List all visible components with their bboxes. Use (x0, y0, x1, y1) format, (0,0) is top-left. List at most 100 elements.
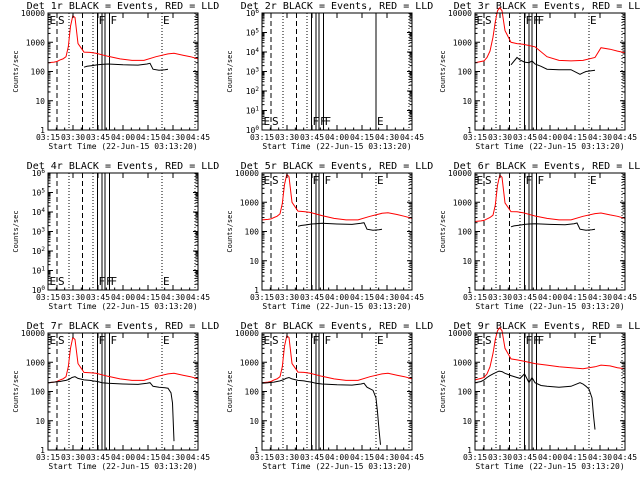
marker-annotation: F (313, 174, 320, 187)
x-tick-label: 03:30 (61, 293, 85, 302)
y-tick-label: 1 (40, 126, 45, 135)
chart-title: Det 7r BLACK = Events, RED = LLD (27, 321, 220, 332)
marker-annotation: E (590, 334, 597, 347)
marker-annotation: F (325, 174, 332, 187)
x-tick-label: 04:15 (350, 453, 374, 462)
x-axis-label: Start Time (22-Jun-15 03:13:20) (262, 142, 411, 151)
chart-panel-3: Det 3r BLACK = Events, RED = LLD 1 10 100 10… (439, 1, 640, 151)
x-tick-label: 04:00 (325, 293, 349, 302)
y-tick-label: 1000 (240, 358, 259, 367)
y-axis-label: Counts/sec (439, 370, 447, 412)
x-tick-label: 04:30 (375, 133, 399, 142)
lld-series-line (47, 14, 199, 64)
y-tick-label: 106 (246, 8, 260, 18)
marker-annotation: F (111, 275, 118, 288)
lld-series-line (474, 174, 626, 222)
events-series-line (297, 222, 383, 231)
x-tick-label: 04:45 (400, 293, 424, 302)
y-tick-label: 101 (32, 266, 46, 276)
y-tick-label: 10 (249, 257, 259, 266)
x-tick-label: 04:00 (538, 293, 562, 302)
marker-annotation: S (272, 115, 279, 128)
y-axis-label: Counts/sec (12, 370, 20, 412)
x-tick-label: 03:45 (513, 293, 537, 302)
y-tick-label: 10000 (448, 329, 472, 338)
chart-panel-8: Det 8r BLACK = Events, RED = LLD 1 10 100 10… (226, 321, 433, 471)
marker-annotation: E (263, 174, 270, 187)
marker-annotation: S (272, 334, 279, 347)
x-tick-label: 04:00 (325, 453, 349, 462)
marker-annotation: E (476, 334, 483, 347)
plot-frame (474, 332, 626, 451)
marker-annotation: F (325, 115, 332, 128)
x-tick-label: 04:45 (186, 133, 210, 142)
marker-annotation: F (106, 275, 113, 288)
x-tick-label: 04:30 (161, 453, 185, 462)
y-tick-label: 102 (246, 86, 260, 96)
y-tick-label: 100 (246, 125, 260, 135)
chart-panel-2: Det 2r BLACK = Events, RED = LLD 100 101 10… (226, 1, 433, 151)
marker-annotation: E (263, 115, 270, 128)
y-tick-label: 10000 (235, 329, 259, 338)
y-tick-label: 100 (245, 388, 260, 397)
x-tick-label: 04:45 (186, 293, 210, 302)
chart-panel-9: Det 9r BLACK = Events, RED = LLD 1 10 100 10… (439, 321, 640, 471)
y-tick-label: 100 (458, 68, 473, 77)
chart-title: Det 9r BLACK = Events, RED = LLD (454, 321, 640, 332)
y-tick-label: 1 (254, 446, 259, 455)
marker-annotation: E (590, 174, 597, 187)
x-tick-label: 04:00 (111, 453, 135, 462)
y-tick-label: 1000 (453, 358, 472, 367)
x-tick-label: 03:30 (488, 133, 512, 142)
plot-frame (261, 12, 413, 131)
events-series-line (261, 376, 381, 445)
x-tick-label: 03:45 (513, 133, 537, 142)
x-tick-label: 03:45 (300, 453, 324, 462)
marker-annotation: F (320, 115, 327, 128)
x-tick-label: 04:00 (325, 133, 349, 142)
x-tick-label: 04:45 (613, 453, 637, 462)
x-tick-label: 03:30 (275, 453, 299, 462)
y-tick-label: 105 (246, 28, 260, 38)
marker-annotation: F (99, 334, 106, 347)
marker-annotation: F (99, 275, 106, 288)
x-tick-label: 04:30 (375, 293, 399, 302)
y-tick-label: 103 (246, 67, 260, 77)
marker-annotation: F (538, 14, 545, 27)
plot-frame (474, 12, 626, 131)
chart-title: Det 2r BLACK = Events, RED = LLD (241, 1, 434, 12)
y-tick-label: 102 (32, 246, 46, 256)
marker-annotation: E (590, 14, 597, 27)
y-tick-label: 1 (467, 446, 472, 455)
chart-title: Det 6r BLACK = Events, RED = LLD (454, 161, 640, 172)
marker-annotation: S (58, 275, 65, 288)
y-tick-label: 1 (254, 286, 259, 295)
y-tick-label: 1000 (453, 198, 472, 207)
marker-annotation: E (377, 334, 384, 347)
x-tick-label: 04:00 (111, 133, 135, 142)
y-tick-label: 10000 (448, 9, 472, 18)
y-axis-label: Counts/sec (439, 50, 447, 92)
chart-title: Det 4r BLACK = Events, RED = LLD (27, 161, 220, 172)
marker-annotation: F (533, 334, 540, 347)
y-axis-label: Counts/sec (12, 210, 20, 252)
x-tick-label: 03:30 (275, 293, 299, 302)
x-tick-label: 04:30 (375, 453, 399, 462)
marker-annotation: E (263, 334, 270, 347)
y-tick-label: 103 (32, 227, 46, 237)
x-tick-label: 04:15 (350, 133, 374, 142)
x-tick-label: 03:45 (300, 293, 324, 302)
marker-annotation: E (476, 174, 483, 187)
marker-annotation: E (377, 174, 384, 187)
marker-annotation: S (485, 14, 492, 27)
x-tick-label: 03:15 (36, 293, 60, 302)
x-tick-label: 03:15 (463, 453, 487, 462)
marker-annotation: F (526, 334, 533, 347)
x-tick-label: 03:45 (86, 133, 110, 142)
marker-annotation: F (538, 334, 545, 347)
chart-title: Det 1r BLACK = Events, RED = LLD (27, 1, 220, 12)
y-tick-label: 10000 (448, 169, 472, 178)
y-tick-label: 100 (31, 388, 46, 397)
x-tick-label: 04:15 (350, 293, 374, 302)
